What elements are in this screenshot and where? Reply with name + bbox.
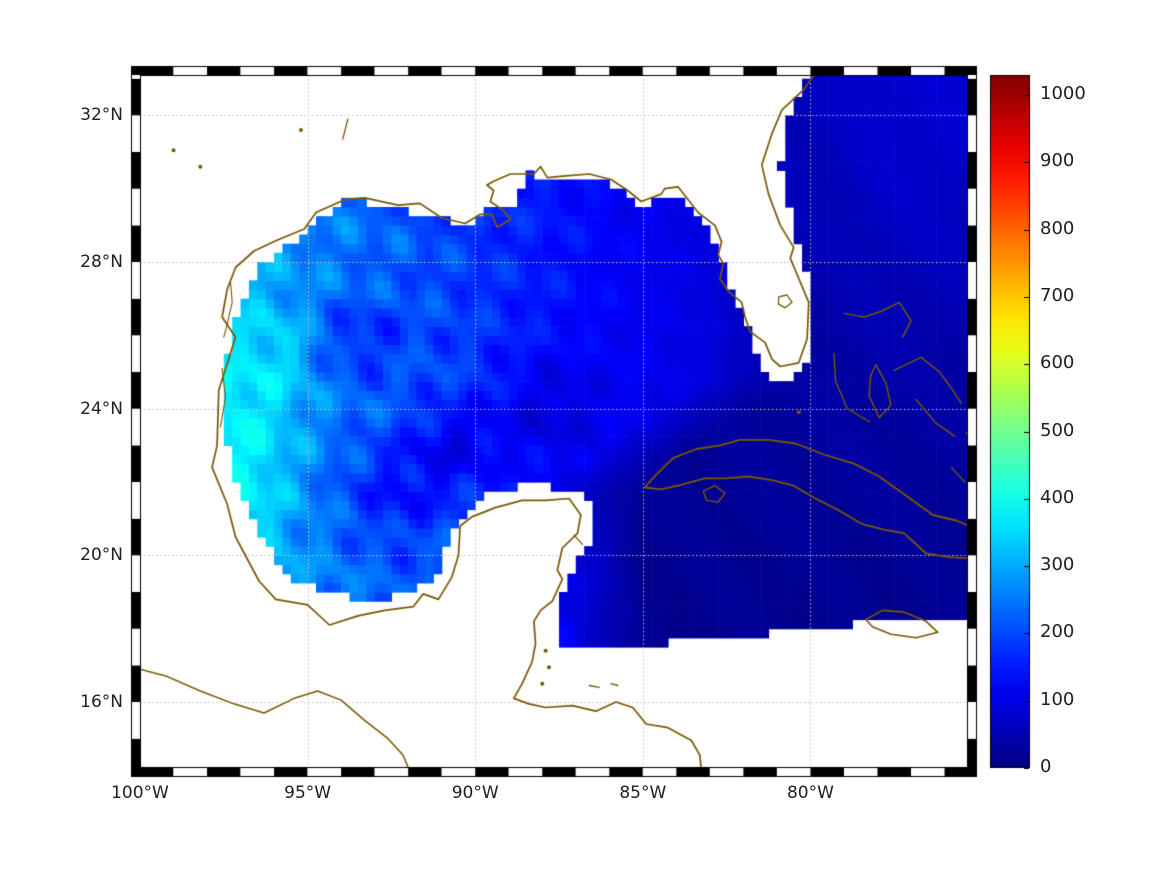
colorbar-tick-label: 600: [1040, 352, 1075, 374]
colorbar-tick-label: 0: [1040, 756, 1052, 777]
colorbar-tick-label: 900: [1040, 150, 1075, 172]
colorbar-tick-label: 100: [1040, 688, 1075, 710]
y-tick-label: 24°N: [80, 398, 123, 419]
colorbar-tick-label: 1000: [1040, 83, 1086, 105]
x-tick-label: 90°W: [451, 783, 499, 803]
colorbar-tick-label: 700: [1040, 285, 1075, 307]
y-tick-label: 16°N: [80, 692, 123, 712]
colorbar-tick-label: 300: [1040, 554, 1075, 576]
y-tick-label: 32°N: [80, 105, 123, 126]
x-tick-label: 80°W: [786, 783, 834, 803]
x-tick-label: 95°W: [284, 783, 332, 803]
y-tick-label: 20°N: [80, 545, 123, 566]
x-tick-label: 100°W: [111, 783, 169, 803]
x-tick-label: 85°W: [619, 783, 667, 803]
colorbar-tick-label: 500: [1040, 419, 1075, 441]
colorbar-tick-label: 800: [1040, 217, 1075, 239]
colorbar-tick-label: 200: [1040, 621, 1075, 643]
colorbar-tick-label: 400: [1040, 486, 1075, 508]
y-tick-label: 28°N: [80, 252, 123, 272]
